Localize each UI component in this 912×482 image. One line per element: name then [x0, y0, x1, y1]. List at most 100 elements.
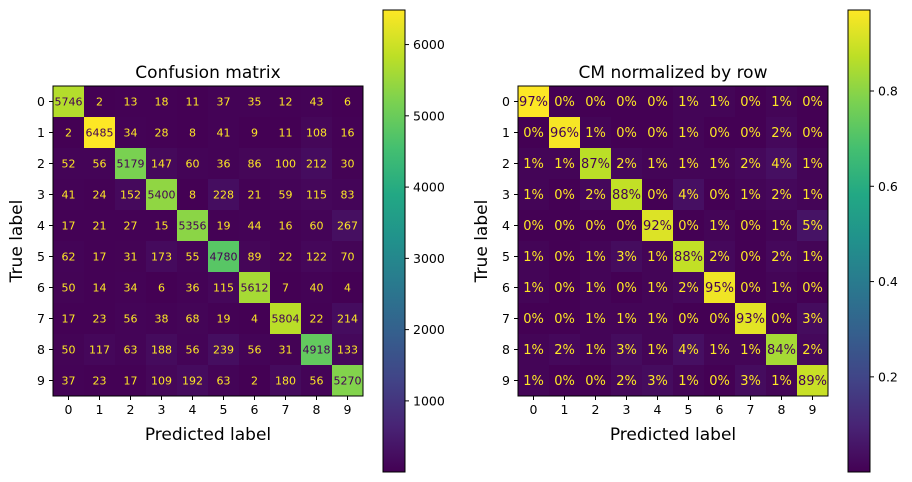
heatmap-cell: [766, 272, 798, 304]
colorbar-tick-label: 0.6: [878, 179, 898, 194]
cell-value-label: 34: [124, 282, 138, 295]
heatmap-cell: [766, 241, 798, 273]
cell-value-label: 1%: [771, 374, 792, 389]
cell-value-label: 1%: [771, 95, 792, 110]
cell-value-label: 89%: [798, 374, 827, 389]
cell-value-label: 30: [341, 158, 355, 171]
cell-value-label: 5%: [802, 219, 823, 234]
x-axis-ticks: 0 1 2 3 4 5 6 7 8 9: [530, 396, 817, 417]
cell-value-label: 2%: [709, 250, 730, 265]
cell-value-label: 1%: [585, 281, 606, 296]
heatmap-cell: [146, 148, 178, 180]
cell-value-label: 0%: [554, 219, 575, 234]
heatmap-cell: [580, 86, 612, 118]
colorbar-ticks: 0.2 0.4 0.6 0.8: [870, 83, 898, 384]
cell-value-label: 89: [248, 251, 262, 264]
cell-value-label: 1%: [678, 374, 699, 389]
heatmap-cell: [177, 303, 209, 335]
x-tick-label: 5: [220, 402, 228, 417]
heatmap-cell: [797, 334, 829, 366]
cell-value-label: 4%: [678, 343, 699, 358]
cell-value-label: 13: [124, 96, 138, 109]
cell-value-label: 1%: [802, 250, 823, 265]
heatmap-cell: [115, 148, 147, 180]
heatmap-cell: [735, 272, 767, 304]
cell-value-label: 50: [62, 344, 76, 357]
colorbar-tick-label: 1000: [413, 393, 445, 408]
heatmap-cell: [518, 117, 550, 149]
cell-value-label: 50: [62, 282, 76, 295]
cell-value-label: 97%: [519, 95, 548, 110]
cell-value-label: 212: [306, 158, 327, 171]
x-tick-label: 6: [251, 402, 259, 417]
heatmap-cell: [115, 210, 147, 242]
cell-value-label: 2%: [771, 126, 792, 141]
y-tick-label: 6: [502, 280, 510, 295]
cell-value-label: 0%: [802, 281, 823, 296]
heatmap-cell: [704, 86, 736, 118]
heatmap-cell: [766, 334, 798, 366]
cell-value-label: 6: [344, 96, 351, 109]
cell-value-label: 0%: [554, 250, 575, 265]
cell-value-label: 2: [251, 375, 258, 388]
cell-value-label: 38: [155, 313, 169, 326]
cell-value-label: 3%: [740, 374, 761, 389]
cell-value-label: 1%: [802, 188, 823, 203]
cell-value-label: 1%: [523, 157, 544, 172]
x-axis-label: Predicted label: [145, 425, 271, 445]
cell-value-label: 41: [62, 189, 76, 202]
heatmap-cell: [642, 148, 674, 180]
heatmap-cell: [704, 334, 736, 366]
cell-value-label: 0%: [554, 374, 575, 389]
cell-value-label: 115: [306, 189, 327, 202]
heatmap-cell: [673, 365, 705, 397]
cell-value-label: 62: [62, 251, 76, 264]
heatmap-cell: [735, 179, 767, 211]
heatmap-cell: [53, 179, 85, 211]
heatmap-cell: [642, 303, 674, 335]
cell-value-label: 1%: [585, 343, 606, 358]
cell-value-label: 31: [279, 344, 293, 357]
cell-value-label: 228: [213, 189, 234, 202]
heatmap-cell: [146, 272, 178, 304]
cell-value-label: 147: [151, 158, 172, 171]
heatmap-cell: [332, 148, 364, 180]
heatmap-cell: [549, 210, 581, 242]
cell-value-label: 17: [124, 375, 138, 388]
cell-value-label: 0%: [585, 95, 606, 110]
heatmap-cell: [53, 86, 85, 118]
cell-value-label: 2%: [678, 281, 699, 296]
heatmap-cell: [115, 241, 147, 273]
x-tick-label: 4: [189, 402, 197, 417]
cell-value-label: 214: [337, 313, 358, 326]
cell-value-label: 5356: [179, 220, 207, 233]
cell-value-label: 2: [65, 127, 72, 140]
heatmap-cell: [797, 241, 829, 273]
heatmap-cell: [704, 210, 736, 242]
cell-value-label: 117: [89, 344, 110, 357]
cell-value-label: 5270: [334, 375, 362, 388]
y-axis-ticks: 0 1 2 3 4 5 6 7 8 9: [502, 94, 518, 388]
heatmap-cell: [704, 148, 736, 180]
heatmap-cell: [580, 272, 612, 304]
cell-value-label: 6485: [86, 127, 114, 140]
cell-value-label: 87%: [581, 157, 610, 172]
cell-value-label: 93%: [736, 312, 765, 327]
heatmap-cell: [53, 210, 85, 242]
heatmap-cell: [704, 365, 736, 397]
heatmap-cell: [704, 117, 736, 149]
cell-value-label: 5612: [241, 282, 269, 295]
cell-value-label: 4: [251, 313, 258, 326]
cell-value-label: 23: [93, 313, 107, 326]
y-tick-label: 2: [502, 156, 510, 171]
heatmap-cell: [766, 210, 798, 242]
heatmap-cell: [53, 365, 85, 397]
cell-value-label: 4: [344, 282, 351, 295]
chart-title: CM normalized by row: [579, 63, 768, 83]
heatmap-cell: [146, 179, 178, 211]
y-tick-label: 9: [502, 373, 510, 388]
heatmap-cell: [580, 179, 612, 211]
heatmap-cell: [84, 272, 116, 304]
cell-value-label: 5179: [117, 158, 145, 171]
y-axis-ticks: 0 1 2 3 4 5 6 7 8 9: [37, 94, 53, 388]
